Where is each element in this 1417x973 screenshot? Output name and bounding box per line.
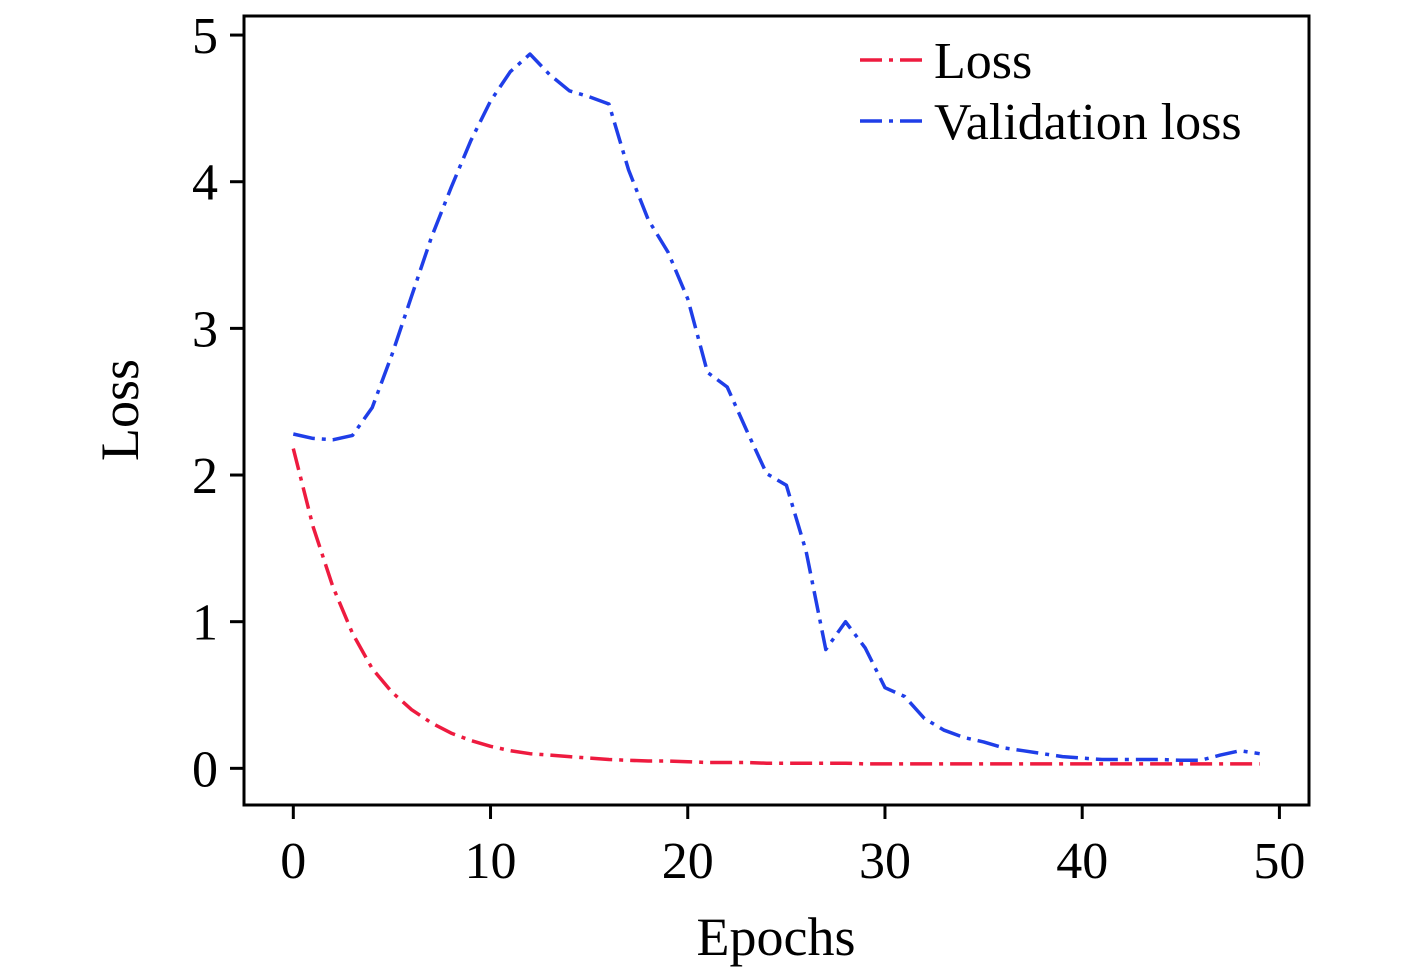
y-tick-label-3: 3: [192, 301, 218, 358]
x-tick-label-40: 40: [1056, 833, 1108, 890]
x-axis-title: Epochs: [697, 907, 856, 967]
x-tick-label-20: 20: [662, 833, 714, 890]
y-tick-label-1: 1: [192, 595, 218, 652]
plot-frame: [242, 14, 1311, 807]
y-axis-title: Loss: [90, 359, 150, 461]
y-tick-label-2: 2: [192, 448, 218, 505]
y-tick-label-0: 0: [192, 741, 218, 798]
legend: Loss Validation loss: [860, 33, 1242, 151]
legend-label-loss: Loss: [934, 33, 1032, 90]
x-axis: 0 10 20 30 40 50: [280, 805, 1305, 890]
series-line-validation-loss: [292, 52, 1260, 763]
series-layer: [291, 52, 1260, 766]
y-tick-label-4: 4: [192, 155, 218, 212]
y-tick-label-5: 5: [192, 8, 218, 65]
x-tick-label-0: 0: [280, 833, 306, 890]
x-tick-label-50: 50: [1253, 833, 1305, 890]
legend-label-validation-loss: Validation loss: [934, 94, 1242, 151]
y-axis: 0 1 2 3 4 5: [192, 8, 244, 798]
x-tick-label-10: 10: [465, 833, 517, 890]
x-tick-label-30: 30: [859, 833, 911, 890]
series-line-loss: [291, 448, 1260, 766]
